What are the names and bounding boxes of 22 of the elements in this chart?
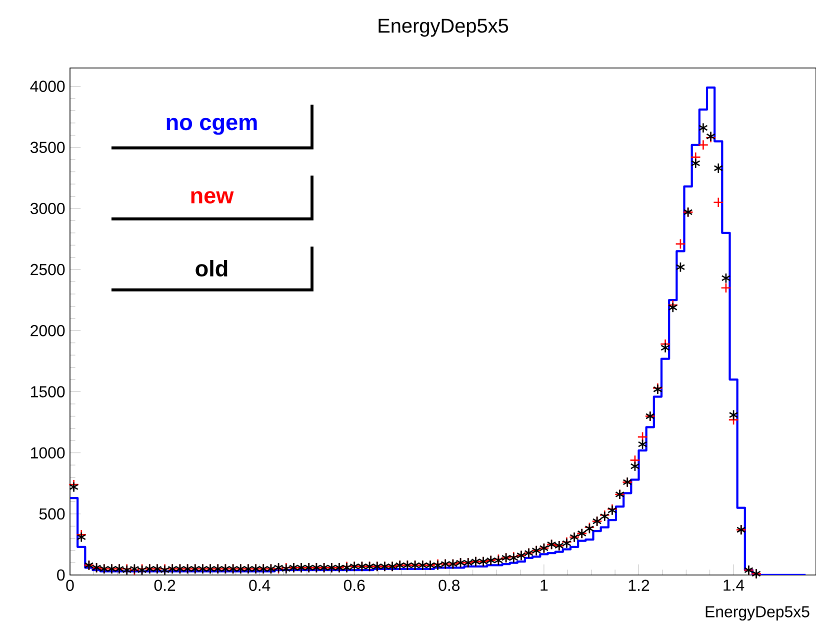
x-tick-label: 1.2 <box>628 580 650 591</box>
y-tick-label: 3000 <box>30 202 65 214</box>
x-axis-title: EnergyDep5x5 <box>706 606 810 621</box>
x-tick-label: 0.6 <box>344 580 365 591</box>
y-tick-label: 4000 <box>30 80 65 92</box>
y-tick-label: 0 <box>57 569 65 581</box>
x-tick-label: 1 <box>540 580 548 591</box>
x-tick-label: 0.4 <box>249 580 270 591</box>
text: new <box>191 191 234 204</box>
chart-title: EnergyDep5x5 <box>378 18 508 37</box>
x-tick-label: 0.2 <box>154 580 176 591</box>
y-tick-label: 1500 <box>31 386 65 398</box>
x-tick-label: 1.4 <box>724 580 744 591</box>
y-tick-label: 1000 <box>31 447 65 458</box>
text: old <box>196 260 228 277</box>
y-tick-label: 2500 <box>30 264 65 276</box>
y-tick-label: 3500 <box>30 142 65 154</box>
x-tick-label: 0 <box>66 580 74 591</box>
y-tick-label: 500 <box>39 508 65 520</box>
x-tick-label: 0.8 <box>438 580 460 591</box>
text: no cgem <box>166 118 257 135</box>
y-tick-label: 2000 <box>30 325 65 336</box>
